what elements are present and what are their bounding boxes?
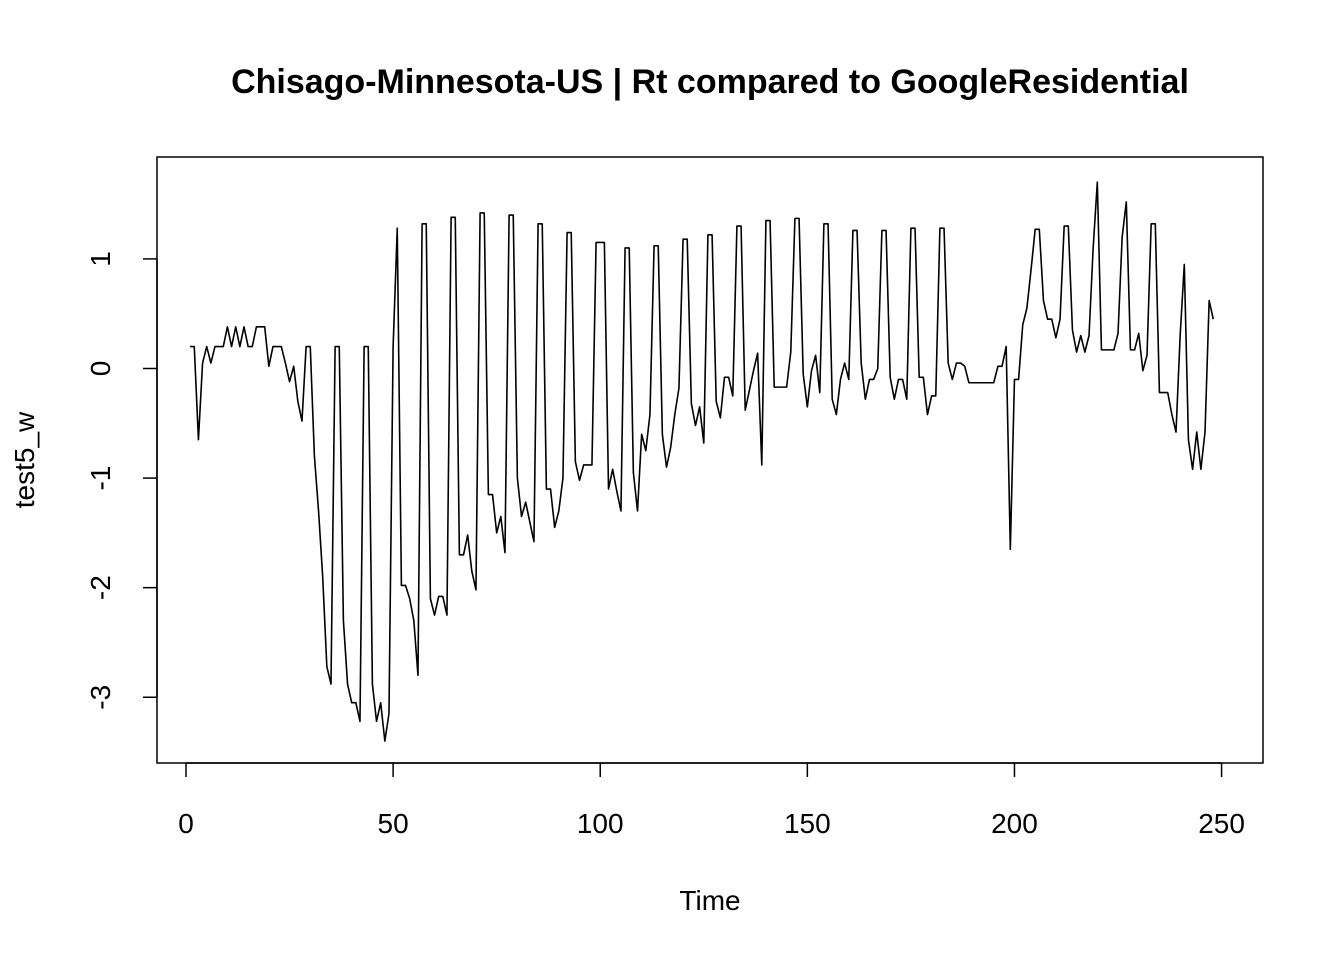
series-line [190,181,1215,742]
y-tick-label: -3 [85,685,116,710]
x-tick-label: 100 [577,808,624,839]
x-tick-label: 50 [378,808,409,839]
y-tick-label: 0 [85,361,116,377]
plot-frame [156,156,1264,764]
x-axis-label: Time [679,885,740,916]
x-tick-label: 200 [991,808,1038,839]
x-tick-label: 0 [178,808,194,839]
y-tick-label: -2 [85,575,116,600]
x-axis: 0 50 100 150 200 250 [178,762,1245,839]
y-tick-label: -1 [85,466,116,491]
y-axis-label: test5_w [9,411,40,508]
chart-title: Chisago-Minnesota-US | Rt compared to Go… [231,63,1189,101]
y-axis: -3 -2 -1 0 1 [85,251,158,710]
series-layer [190,181,1215,742]
x-tick-label: 250 [1198,808,1245,839]
y-tick-label: 1 [85,251,116,267]
x-tick-label: 150 [784,808,831,839]
